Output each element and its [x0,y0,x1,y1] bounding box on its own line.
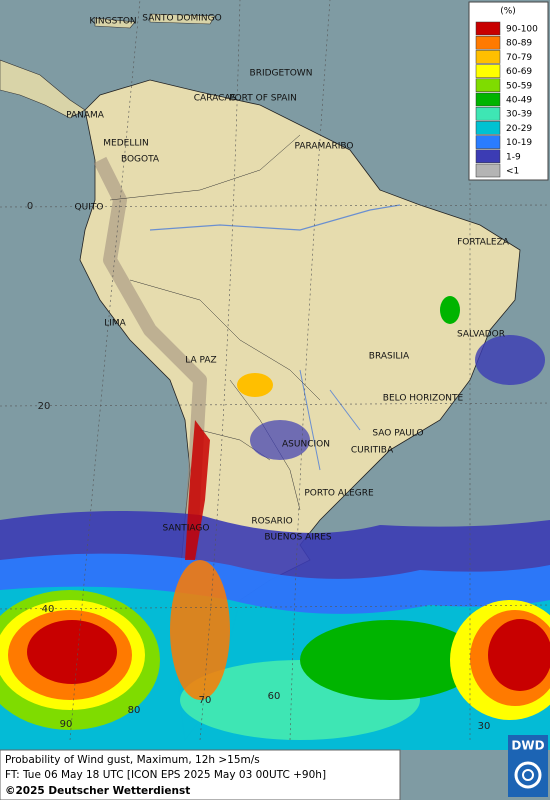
central-america [0,59,86,119]
city-label: QUITO [75,203,104,213]
legend-swatch [475,163,501,178]
legend-swatch [475,92,501,107]
city-label: SALVADOR [457,330,505,340]
longitude-label: 30 [478,721,491,732]
legend-swatch [475,35,501,50]
legend-swatch [475,149,501,164]
logo-icon [522,769,534,781]
legend-label: <1 [506,167,519,177]
legend-label: 10-19 [506,138,532,148]
longitude-label: 60 [268,691,281,702]
graticule-labels: 0 20 40 90 80 70 60 30 [27,201,491,732]
rivers [299,369,361,471]
longitude-label: 70 [199,695,212,706]
city-label: BRASILIA [369,352,410,362]
legend-swatch [475,106,501,121]
footer-line: FT: Tue 06 May 18 UTC [ICON EPS 2025 May… [5,769,326,781]
city-label: BOGOTA [121,155,160,165]
city-label: MEDELLIN [103,139,148,149]
city-label: ASUNCION [282,440,330,450]
legend-label: 1-9 [506,152,521,162]
longitude-label: 80 [128,705,141,716]
logo-text: DWD [511,739,544,753]
city-label: BRIDGETOWN [250,69,313,79]
city-label: SANTO DOMINGO [142,14,221,24]
city-label: BUENOS AIRES [264,533,332,543]
city-label: PORTO ALEGRE [304,489,374,499]
legend-label: 90-100 [506,25,538,35]
city-label: KINGSTON [89,17,136,27]
city-label: CARACAS [194,94,237,104]
legend-swatch [475,50,501,64]
city-label: BELO HORIZONTE [383,394,464,404]
city-label: LA PAZ [185,356,216,366]
caribbean-islands [94,13,216,29]
city-label: PARAMARIBO [295,142,354,152]
legend-label: 40-49 [506,96,532,106]
footer-line: Probability of Wind gust, Maximum, 12h >… [5,754,260,766]
legend-label: 50-59 [506,81,532,91]
city-labels: KINGSTON SANTO DOMINGOBRIDGETOWNCARACASPO… [66,14,510,543]
copyright: ©2025 Deutscher Wetterdienst [5,785,190,797]
city-label: SAO PAULO [372,429,423,439]
graticule [0,0,550,741]
logo-icon [514,761,542,789]
legend-label: 20-29 [506,124,532,134]
city-label: PORT OF SPAIN [229,94,297,104]
wind-field [0,296,550,750]
legend-swatch [475,21,501,36]
latitude-label: 0 [27,201,33,212]
legend-swatch [475,121,501,135]
legend-title: (%) [500,7,516,17]
legend-label: 60-69 [506,67,532,77]
latitude-label: 20 [38,401,51,412]
legend: 90-100 80-89 70-79 60-69 50-59 40-49 30-39 20-2… [475,21,538,178]
legend-label: 30-39 [506,110,532,120]
latitude-label: 40 [42,604,55,615]
legend-swatch [475,135,501,149]
legend-label: 80-89 [506,39,532,49]
city-label: ROSARIO [251,517,292,527]
city-label: CURITIBA [351,446,394,456]
legend-swatch [475,64,501,78]
city-label: LIMA [104,319,126,329]
legend-swatch [475,78,501,93]
amazon-river [149,204,401,231]
footer-box [0,749,401,800]
city-label: SANTIAGO [163,524,210,534]
longitude-label: 90 [60,719,73,730]
city-label: FORTALEZA [457,238,510,248]
legend-label: 70-79 [506,53,532,63]
city-label: PANAMA [66,111,105,121]
